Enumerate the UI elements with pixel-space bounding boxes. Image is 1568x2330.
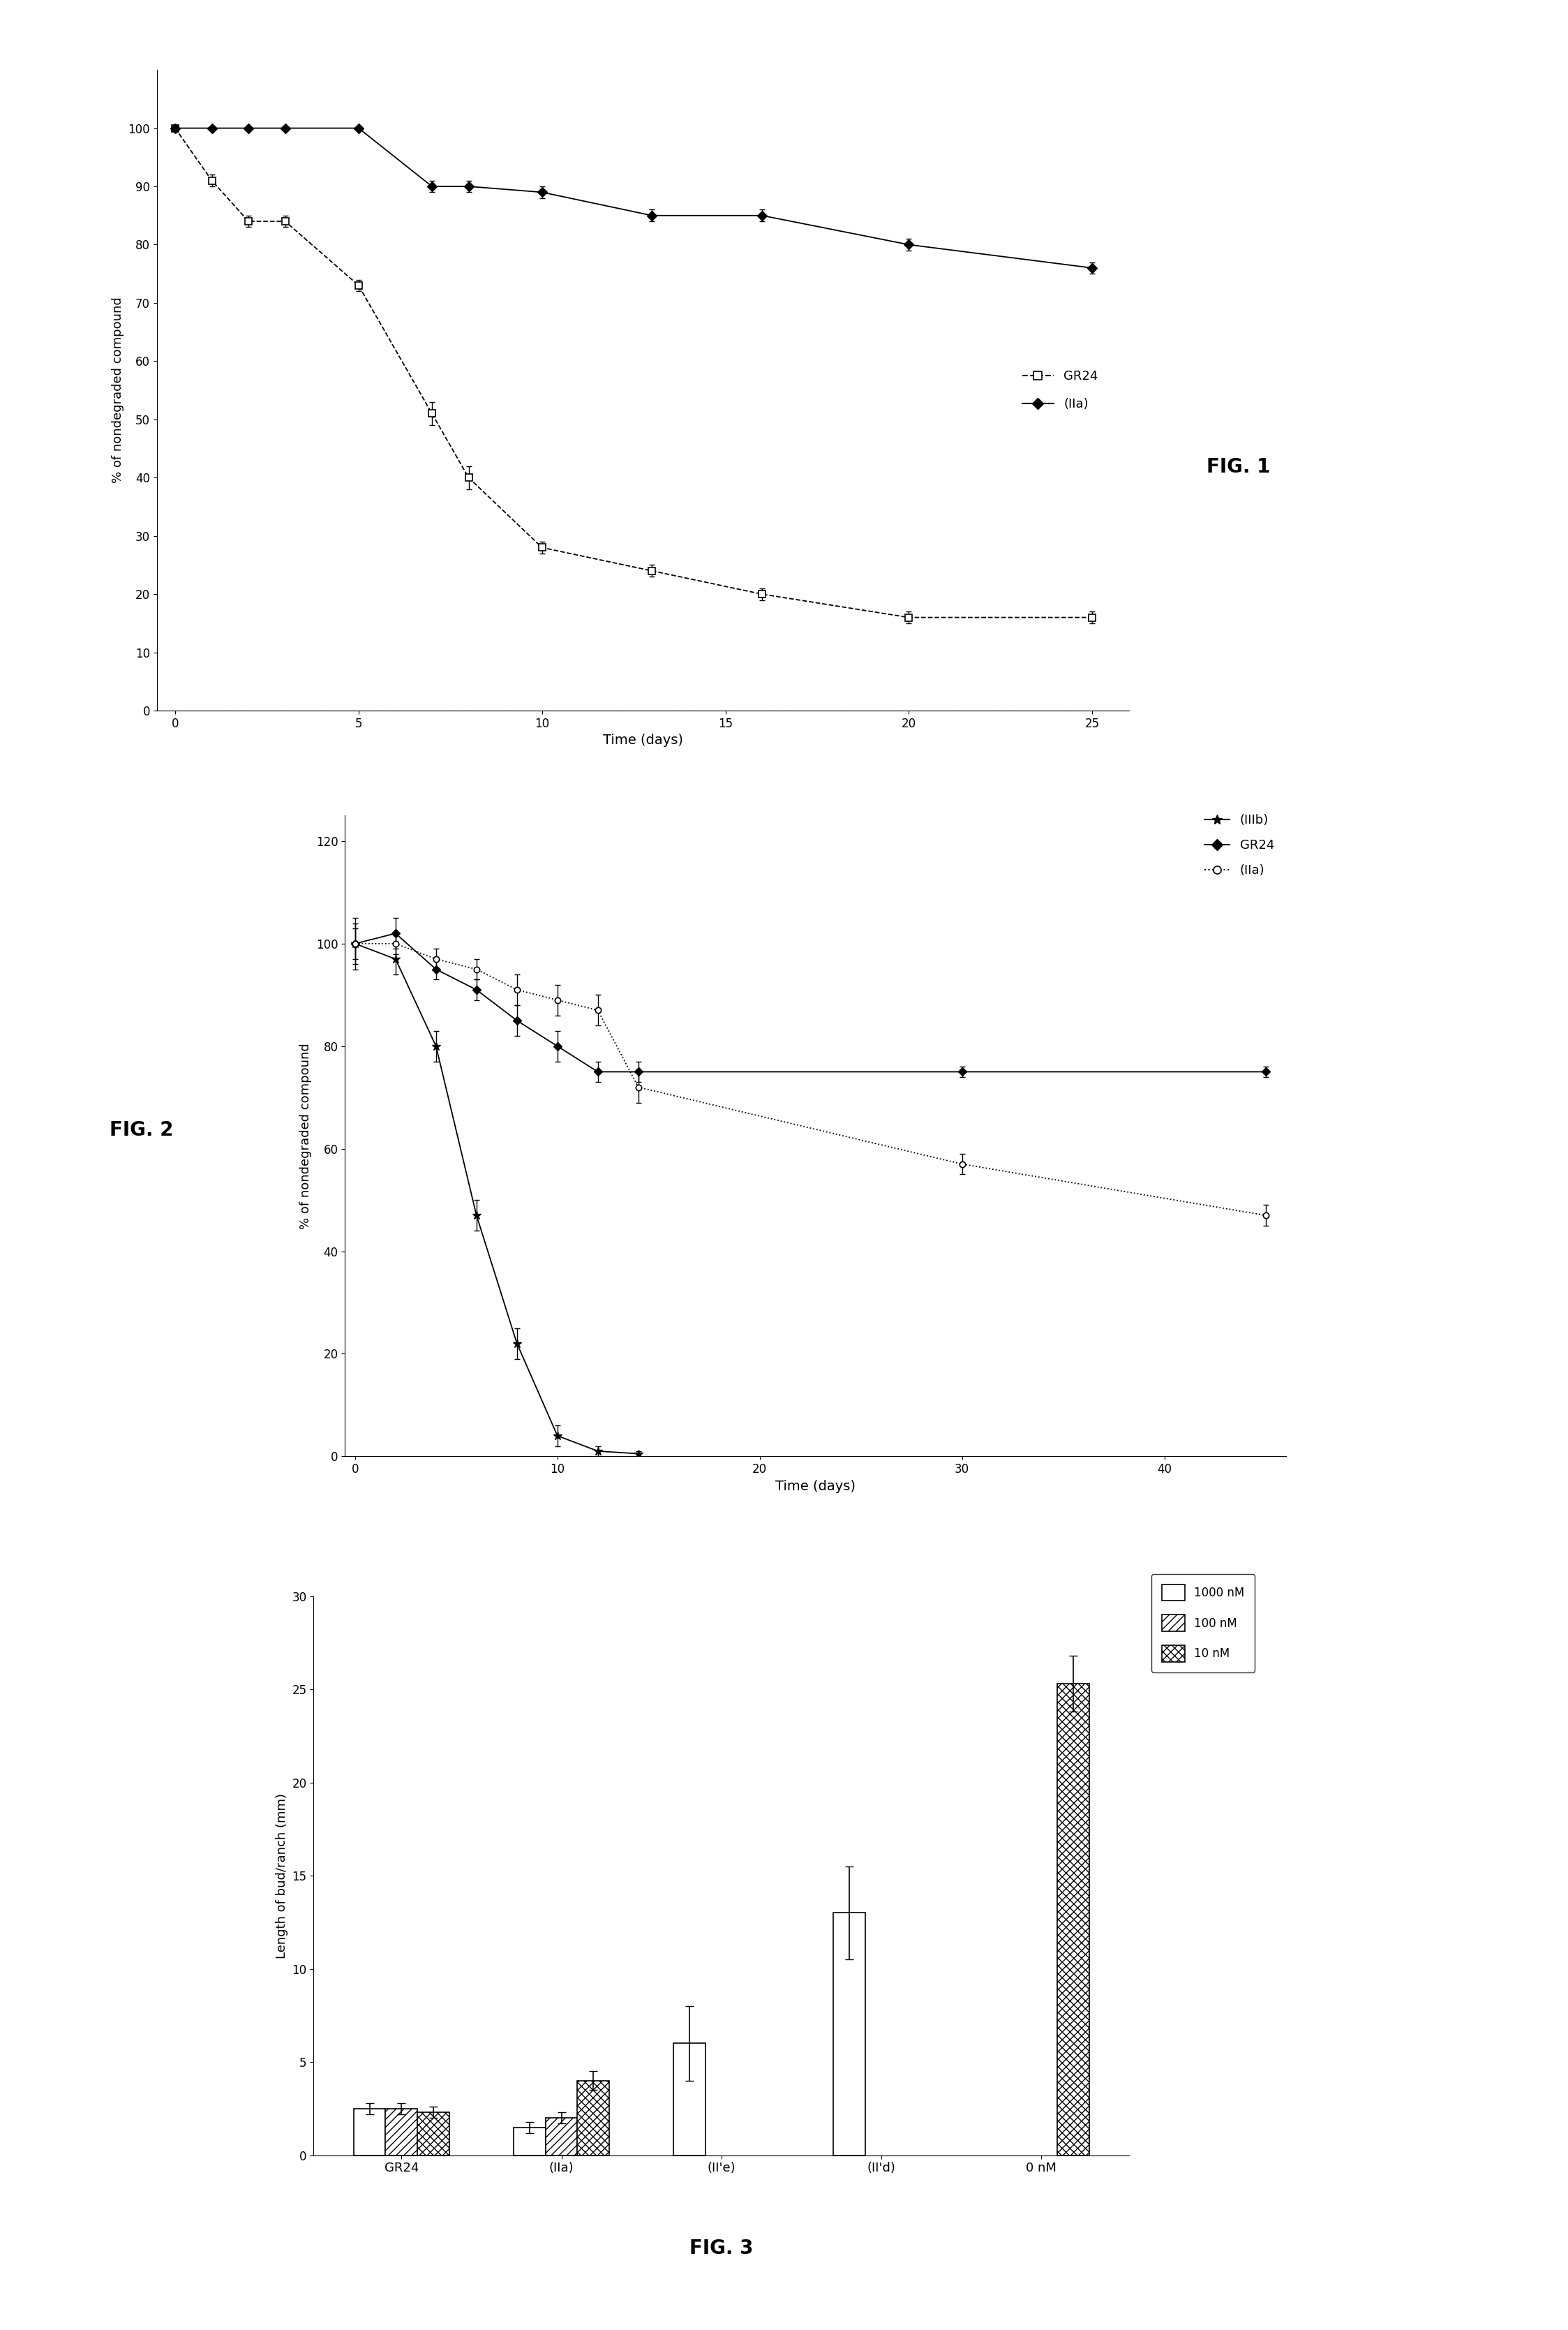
Y-axis label: % of nondegraded compound: % of nondegraded compound	[299, 1044, 312, 1228]
Bar	[1057, 1685, 1090, 2155]
Bar	[546, 2118, 577, 2155]
Bar	[353, 2109, 386, 2155]
Bar	[673, 2043, 706, 2155]
Legend: 1000 nM, 100 nM, 10 nM: 1000 nM, 100 nM, 10 nM	[1151, 1573, 1254, 1673]
Bar	[577, 2081, 610, 2155]
Text: FIG. 3: FIG. 3	[690, 2239, 753, 2258]
Bar	[513, 2127, 546, 2155]
X-axis label: Time (days): Time (days)	[602, 734, 684, 748]
Legend: (IIIb), GR24, (IIa): (IIIb), GR24, (IIa)	[1200, 809, 1279, 883]
X-axis label: Time (days): Time (days)	[775, 1480, 856, 1494]
Text: FIG. 2: FIG. 2	[110, 1121, 174, 1139]
Bar	[833, 1913, 866, 2155]
Bar	[417, 2113, 450, 2155]
Bar	[386, 2109, 417, 2155]
Y-axis label: Length of bud/ranch (mm): Length of bud/ranch (mm)	[276, 1792, 289, 1960]
Legend: GR24, (IIa): GR24, (IIa)	[1018, 366, 1104, 415]
Y-axis label: % of nondegraded compound: % of nondegraded compound	[111, 298, 124, 482]
Text: FIG. 1: FIG. 1	[1207, 457, 1270, 478]
